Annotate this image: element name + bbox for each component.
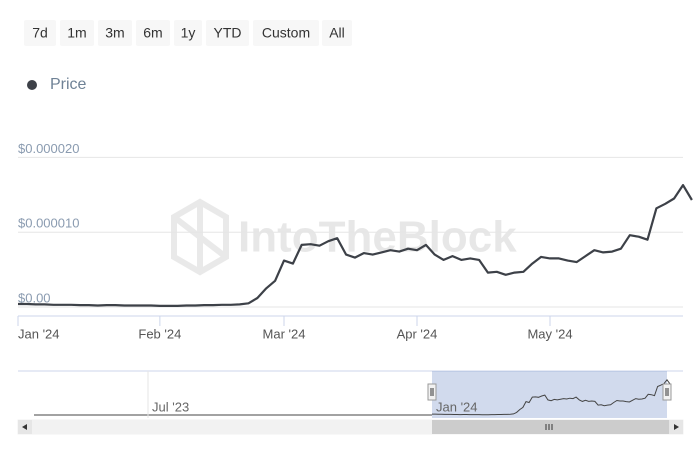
price-line [18,184,693,307]
navigator-handle[interactable] [662,383,672,401]
range-button-label[interactable]: YTD [214,25,242,41]
range-button-bg [253,20,319,46]
range-button[interactable]: 1y [174,20,202,46]
range-button-bg [322,20,352,46]
range-button-label[interactable]: All [329,25,345,41]
range-button[interactable]: Custom [253,20,319,46]
x-tick-label: Mar '24 [263,326,306,341]
range-button-bg [60,20,94,46]
range-button-bg [136,20,170,46]
watermark-logo [171,198,229,276]
navigator-label: Jul '23 [152,399,189,414]
scrollbar-right-arrow [674,424,679,430]
range-button-bg [206,20,249,46]
navigator-selection [432,371,667,418]
range-button-label[interactable]: 6m [143,25,162,41]
range-button[interactable]: 7d [24,20,56,46]
range-button[interactable]: YTD [206,20,249,46]
navigator-label: Jan '24 [436,399,478,414]
range-button-bg [174,20,202,46]
range-button-label[interactable]: 1m [67,25,86,41]
range-button[interactable]: 6m [136,20,170,46]
navigator-handle[interactable] [427,383,437,401]
legend-label[interactable]: Price [50,76,87,93]
y-tick-label: $0.000010 [18,216,79,231]
y-tick-label: $0.000020 [18,141,79,156]
navigator-line [432,378,671,416]
range-button-bg [24,20,56,46]
range-button-label[interactable]: 1y [181,25,196,41]
range-button-label[interactable]: Custom [262,25,310,41]
x-tick-label: Feb '24 [138,326,181,341]
y-tick-label: $0.00 [18,290,51,305]
range-button-label[interactable]: 3m [105,25,124,41]
range-button[interactable]: 1m [60,20,94,46]
x-tick-label: May '24 [527,326,572,341]
scrollbar-left-arrow [22,424,27,430]
range-button[interactable]: 3m [98,20,132,46]
range-button[interactable]: All [322,20,352,46]
range-button-bg [98,20,132,46]
range-button-label[interactable]: 7d [32,25,48,41]
x-tick-label: Jan '24 [18,326,60,341]
x-tick-label: Apr '24 [397,326,438,341]
legend-marker [27,80,37,90]
scrollbar-thumb[interactable] [432,420,669,434]
